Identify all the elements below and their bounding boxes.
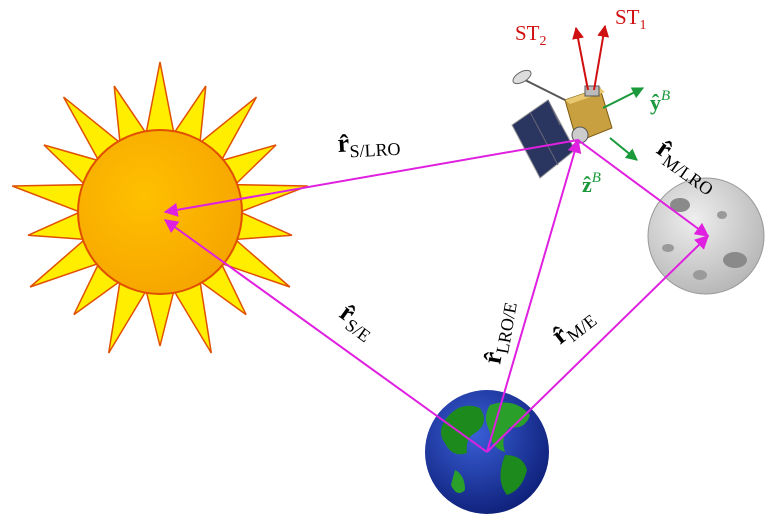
name: ST <box>515 21 540 45</box>
arrow-sun-earth <box>163 219 488 453</box>
vector-label: r̂S/E <box>332 297 382 346</box>
subscript: S/LRO <box>349 139 401 162</box>
symbol: r̂ <box>477 350 508 367</box>
name: ST <box>615 5 640 29</box>
satellite <box>511 69 613 179</box>
body-axis-arrows <box>572 24 645 161</box>
sun <box>12 61 308 354</box>
symbol: r̂ <box>337 128 350 158</box>
arrow-lro-earth <box>486 138 582 453</box>
subscript: 2 <box>540 34 547 49</box>
superscript: B <box>661 88 670 104</box>
star-tracker-label: ST2 <box>515 21 547 49</box>
arrow-sun-lro <box>163 139 579 217</box>
axis-label: ẑB <box>582 170 601 197</box>
vector-label: r̂M/E <box>546 300 601 353</box>
vector-label: r̂S/LRO <box>337 126 401 162</box>
symbol: ŷ <box>650 90 661 115</box>
subscript: 1 <box>640 18 647 33</box>
star-tracker-label: ST1 <box>615 5 647 33</box>
axis-label: ŷB <box>650 88 670 115</box>
superscript: B <box>592 170 601 186</box>
arrow-moon-lro <box>577 139 710 237</box>
position-vectors <box>163 138 710 453</box>
symbol: ẑ <box>582 172 592 197</box>
arrow-moon-earth <box>486 235 710 453</box>
